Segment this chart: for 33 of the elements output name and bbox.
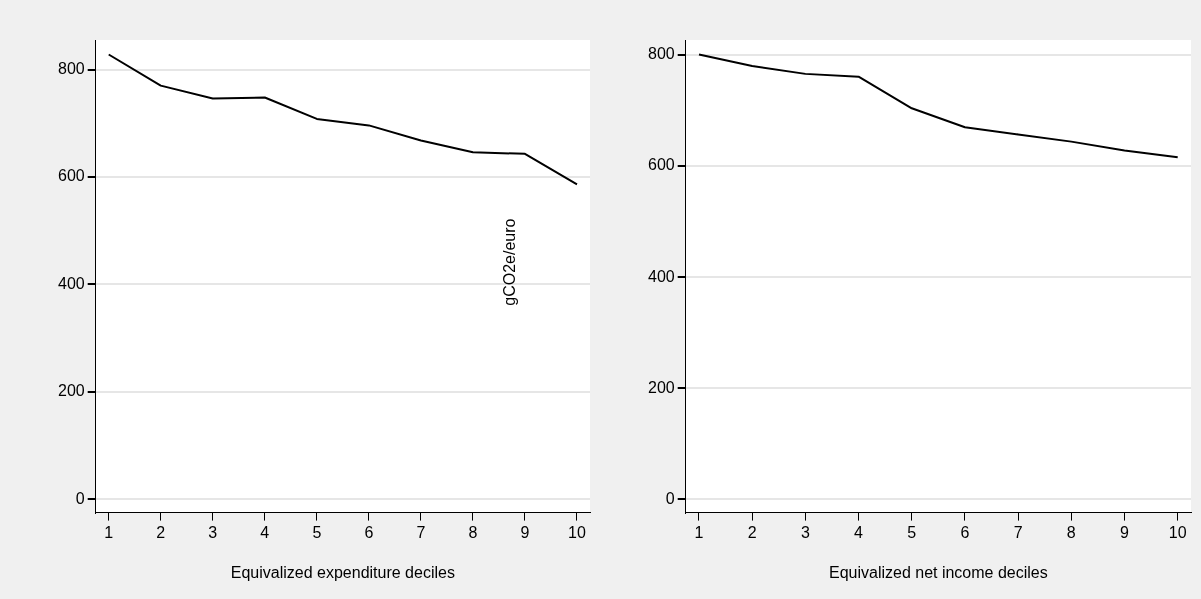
x-tick-label: 5	[907, 523, 917, 541]
x-tick-label: 10	[1168, 523, 1187, 541]
y-tick-label: 600	[647, 156, 675, 174]
x-tick-label: 7	[1013, 523, 1023, 541]
x-tick-label: 5	[312, 523, 322, 541]
x-tick-label: 1	[694, 523, 704, 541]
x-tick-label: 6	[960, 523, 970, 541]
y-tick-label: 200	[57, 382, 85, 400]
x-axis-title: Equivalized net income deciles	[828, 563, 1048, 581]
x-tick-label: 9	[1120, 523, 1130, 541]
x-tick-label: 10	[568, 523, 586, 541]
x-tick-label: 3	[800, 523, 810, 541]
x-tick-label: 6	[364, 523, 374, 541]
y-tick-label: 600	[57, 167, 85, 185]
x-tick-label: 2	[156, 523, 166, 541]
y-tick-label: 0	[75, 489, 85, 507]
x-tick-label: 8	[1066, 523, 1076, 541]
x-tick-label: 3	[208, 523, 218, 541]
annotation: gCO2e/euro	[501, 218, 519, 306]
x-tick-label: 8	[468, 523, 478, 541]
y-tick-label: 400	[57, 274, 85, 292]
x-tick-label: 2	[747, 523, 757, 541]
x-tick-label: 4	[854, 523, 864, 541]
x-axis-title: Equivalized expenditure deciles	[230, 563, 455, 581]
x-tick-label: 4	[260, 523, 270, 541]
x-tick-label: 9	[520, 523, 530, 541]
y-tick-label: 400	[647, 267, 675, 285]
x-tick-label: 1	[104, 523, 114, 541]
x-tick-label: 7	[416, 523, 426, 541]
y-tick-label: 200	[647, 378, 675, 396]
y-tick-label: 800	[57, 59, 85, 77]
y-tick-label: 0	[665, 489, 675, 507]
y-tick-label: 800	[647, 45, 675, 63]
